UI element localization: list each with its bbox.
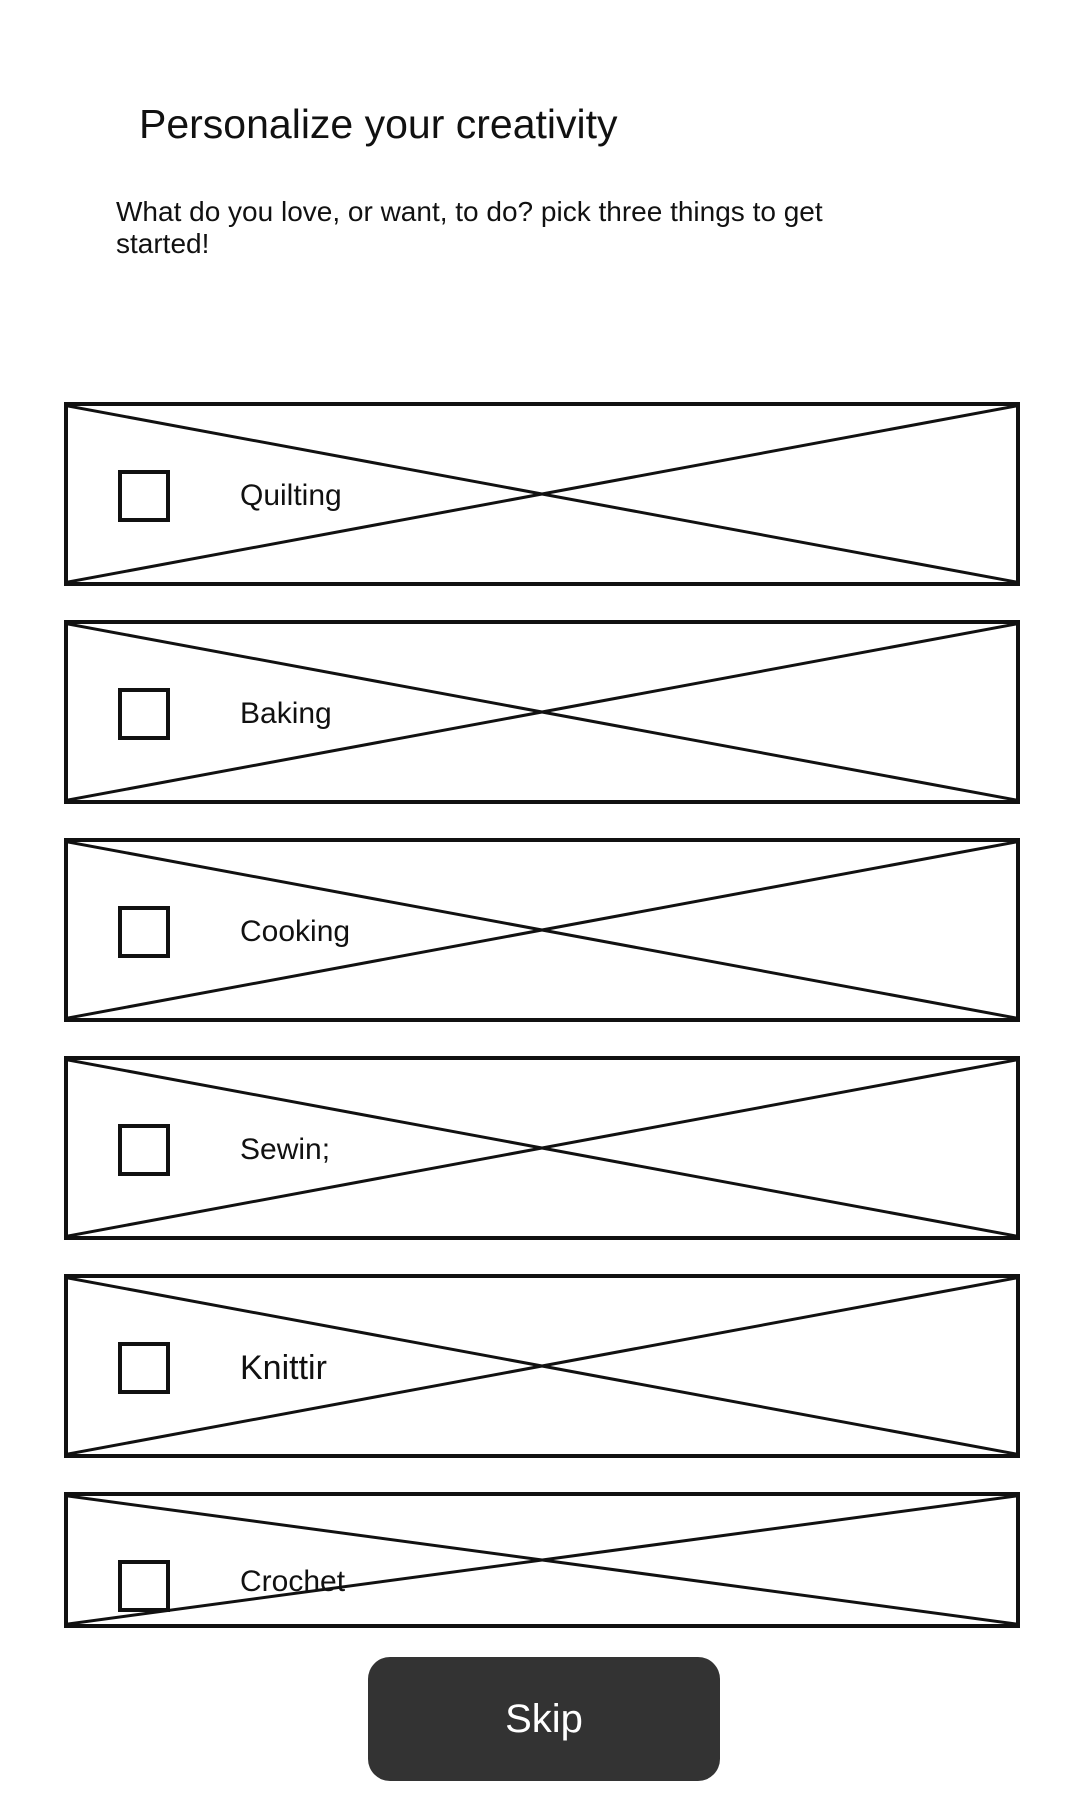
option-checkbox[interactable] xyxy=(118,1560,170,1612)
option-cooking[interactable]: Cooking xyxy=(64,838,1020,1022)
image-placeholder-icon xyxy=(68,624,1016,800)
option-label: Knittir xyxy=(240,1349,327,1387)
page-title: Personalize your creativity xyxy=(139,101,618,147)
image-placeholder-icon xyxy=(68,406,1016,582)
option-knitting[interactable]: Knittir xyxy=(64,1274,1020,1458)
option-label: Crochet xyxy=(240,1565,346,1598)
option-checkbox[interactable] xyxy=(118,470,170,522)
option-label: Baking xyxy=(240,697,332,730)
image-placeholder-icon xyxy=(68,1496,1016,1624)
option-checkbox[interactable] xyxy=(118,688,170,740)
option-label: Sewin; xyxy=(240,1133,331,1166)
option-label: Quilting xyxy=(240,479,342,512)
option-checkbox[interactable] xyxy=(118,1124,170,1176)
option-checkbox[interactable] xyxy=(118,906,170,958)
image-placeholder-icon xyxy=(68,1060,1016,1236)
option-label: Cooking xyxy=(240,915,351,948)
image-placeholder-icon xyxy=(68,842,1016,1018)
option-baking[interactable]: Baking xyxy=(64,620,1020,804)
page-subtitle: What do you love, or want, to do? pick t… xyxy=(116,196,823,259)
option-sewing[interactable]: Sewin; xyxy=(64,1056,1020,1240)
option-checkbox[interactable] xyxy=(118,1342,170,1394)
option-quilting[interactable]: Quilting xyxy=(64,402,1020,586)
image-placeholder-icon xyxy=(68,1278,1016,1454)
option-crochet[interactable]: Crochet xyxy=(64,1492,1020,1628)
skip-button[interactable]: Skip xyxy=(368,1657,720,1781)
